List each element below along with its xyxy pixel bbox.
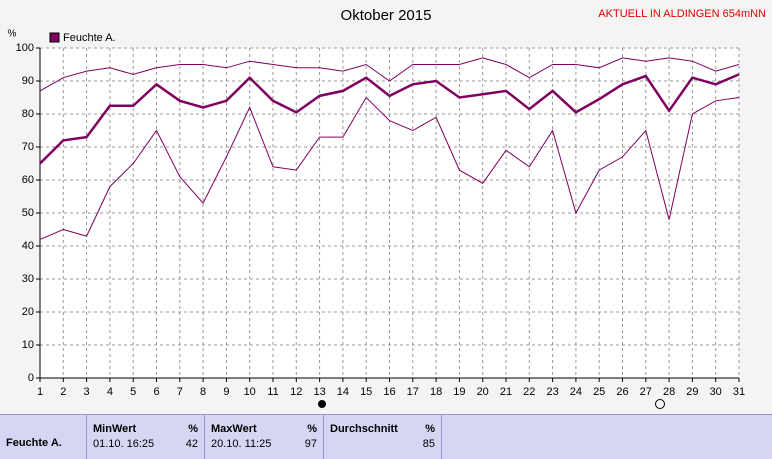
x-tick-label: 26 [616,386,628,398]
x-tick-label: 11 [267,386,278,398]
y-tick-label: 70 [22,141,34,153]
x-tick-label: 17 [407,386,419,398]
y-axis-label: % [8,29,17,40]
x-tick-label: 12 [290,386,302,398]
x-tick-label: 24 [570,386,582,398]
y-tick-label: 20 [22,306,34,318]
time: 01.10. 16:25 [93,438,155,450]
x-tick-label: 25 [593,386,605,398]
x-tick-label: 19 [453,386,465,398]
x-tick-label: 1 [37,386,43,398]
x-tick-label: 15 [360,386,372,398]
summary-panel: Feuchte A. MinWert % 01.10. 16:25 42 Max… [0,414,772,459]
unit: % [425,423,435,435]
chart: Oktober 2015 AKTUELL IN ALDINGEN 654mNN … [8,7,766,409]
value: 97 [304,438,317,450]
cell: MaxWert % 20.10. 11:25 97 [205,415,324,459]
row-label: Feuchte A. [6,437,62,449]
x-tick-label: 30 [710,386,722,398]
time: 20.10. 11:25 [211,438,272,450]
y-tick-label: 0 [28,372,34,384]
y-tick-label: 90 [22,75,34,87]
x-tick-label: 18 [430,386,442,398]
x-tick-label: 4 [107,386,113,398]
cell: Feuchte A. [0,415,87,459]
series-line [39,96,740,240]
x-tick-label: 27 [640,386,652,398]
x-tick-label: 2 [60,386,66,398]
x-tick-label: 29 [686,386,698,398]
marker [655,399,665,409]
x-tick-label: 16 [383,386,395,398]
y-tick-label: 100 [16,42,34,54]
chart-title: Oktober 2015 [341,7,432,24]
x-tick-label: 10 [244,386,256,398]
x-tick-label: 8 [200,386,206,398]
y-tick-label: 30 [22,273,34,285]
header: MaxWert [211,423,257,435]
x-tick-label: 7 [177,386,183,398]
x-tick-label: 28 [663,386,675,398]
cell: Durchschnitt % 85 [324,415,442,459]
series-line [39,57,740,92]
legend-swatch [49,32,60,43]
cell: MinWert % 01.10. 16:25 42 [87,415,205,459]
unit: % [188,423,198,435]
marker [318,400,326,408]
header: MinWert [93,423,137,435]
y-tick-label: 10 [22,339,34,351]
legend-label: Feuchte A. [63,32,116,44]
x-tick-label: 9 [223,386,229,398]
x-tick-label: 31 [733,386,745,398]
x-tick-label: 14 [337,386,349,398]
header: Durchschnitt [330,423,398,435]
y-tick-label: 50 [22,207,34,219]
y-tick-label: 80 [22,108,34,120]
series-line [39,73,740,165]
x-tick-label: 13 [313,386,325,398]
x-tick-label: 6 [153,386,159,398]
x-tick-label: 20 [477,386,489,398]
unit: % [307,423,317,435]
y-tick-label: 60 [22,174,34,186]
x-tick-label: 3 [84,386,90,398]
y-tick-label: 40 [22,240,34,252]
value: 85 [422,438,435,450]
x-tick-label: 22 [523,386,535,398]
x-tick-label: 5 [130,386,136,398]
x-tick-label: 21 [500,386,512,398]
chart-subtitle: AKTUELL IN ALDINGEN 654mNN [598,8,766,20]
value: 42 [185,438,198,450]
x-tick-label: 23 [546,386,558,398]
